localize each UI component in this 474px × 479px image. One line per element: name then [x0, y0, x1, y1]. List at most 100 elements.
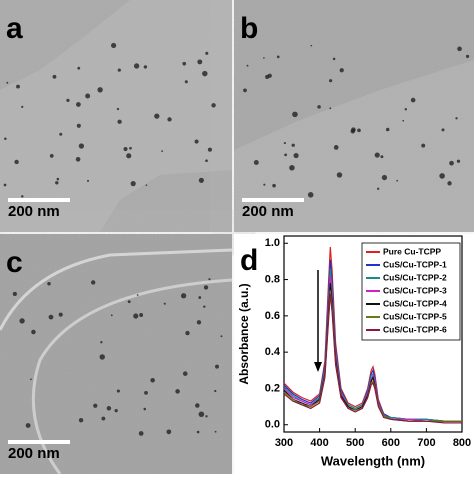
x-tick-label: 500 — [346, 437, 364, 449]
particle — [465, 54, 470, 59]
grain — [234, 0, 474, 232]
particle — [455, 117, 458, 120]
y-tick-label: 1.0 — [265, 237, 280, 249]
particle — [329, 107, 332, 110]
particle — [198, 411, 205, 418]
particle — [246, 64, 249, 67]
y-tick-label: 0.4 — [265, 346, 281, 358]
particle — [374, 152, 380, 158]
particle — [116, 389, 120, 393]
particle — [114, 409, 118, 413]
particle — [133, 63, 140, 69]
particle — [150, 377, 155, 383]
particle — [214, 430, 217, 433]
particle — [49, 153, 54, 158]
particle — [276, 55, 280, 59]
x-tick-label: 400 — [310, 437, 328, 449]
particle — [220, 335, 223, 338]
particle — [19, 318, 25, 324]
particle — [198, 296, 202, 299]
particle — [136, 294, 139, 296]
legend-label: CuS/Cu-TCPP-3 — [383, 285, 447, 295]
particle — [161, 150, 164, 153]
scale-bar-label: 200 nm — [8, 203, 60, 220]
particle — [182, 61, 187, 66]
particle — [91, 280, 96, 285]
particle — [380, 155, 384, 159]
particle — [143, 65, 148, 69]
particle — [48, 314, 54, 320]
particle — [205, 415, 208, 418]
particle — [58, 312, 63, 317]
legend-label: CuS/Cu-TCPP-6 — [383, 324, 447, 334]
y-tick-label: 0.8 — [265, 273, 280, 285]
particle — [166, 429, 172, 435]
particle — [350, 129, 356, 134]
legend-label: CuS/Cu-TCPP-5 — [383, 311, 447, 321]
particle — [14, 159, 19, 165]
particle — [293, 153, 299, 159]
panel-label: a — [6, 12, 23, 45]
scale-bar-label: 200 nm — [242, 203, 294, 220]
particle — [123, 146, 128, 152]
particle — [284, 153, 288, 157]
particle — [207, 147, 213, 152]
particle — [101, 416, 106, 421]
particle — [457, 46, 462, 52]
particle — [117, 119, 122, 124]
particle — [328, 79, 333, 83]
plot-frame — [283, 235, 463, 433]
particle — [144, 390, 148, 395]
particle — [78, 418, 84, 423]
panel-label: b — [240, 12, 258, 45]
particle — [194, 139, 199, 144]
particle — [184, 80, 188, 84]
particle — [31, 329, 36, 335]
particle — [47, 282, 51, 286]
particle — [263, 57, 265, 59]
y-axis-label: Absorbance (a.u.) — [237, 283, 251, 384]
particle — [138, 431, 144, 436]
x-axis-label: Wavelength (nm) — [321, 453, 425, 468]
grain — [0, 234, 232, 474]
particle — [307, 192, 314, 198]
arrow-head — [314, 362, 322, 372]
particle — [133, 313, 139, 319]
particle — [205, 51, 209, 55]
particle — [163, 302, 166, 305]
panel-label: d — [240, 244, 258, 277]
particle — [202, 70, 208, 77]
particle — [203, 285, 209, 290]
particle — [30, 378, 32, 381]
y-tick-label: 0.0 — [265, 419, 280, 431]
particle — [381, 174, 388, 181]
particle — [78, 143, 85, 149]
panel-b — [234, 0, 474, 232]
particle — [59, 132, 63, 136]
particle — [214, 389, 217, 393]
particle — [100, 341, 103, 344]
particle — [198, 177, 204, 183]
particle — [404, 108, 407, 111]
particle — [456, 159, 461, 163]
particle — [143, 407, 147, 411]
particle — [272, 183, 276, 188]
particle — [66, 98, 70, 103]
particle — [402, 119, 405, 122]
particle — [175, 389, 180, 394]
series-line — [283, 294, 462, 424]
particle — [208, 278, 211, 281]
particle — [197, 59, 203, 65]
particle — [333, 145, 339, 150]
particle — [6, 81, 9, 84]
particle — [291, 143, 295, 147]
x-tick-label: 800 — [453, 437, 471, 449]
particle — [86, 179, 90, 182]
y-tick-label: 0.6 — [265, 310, 280, 322]
particle — [195, 403, 200, 408]
particle — [25, 423, 31, 428]
particle — [130, 181, 136, 187]
particle — [205, 159, 208, 163]
scale-bar — [242, 198, 304, 202]
